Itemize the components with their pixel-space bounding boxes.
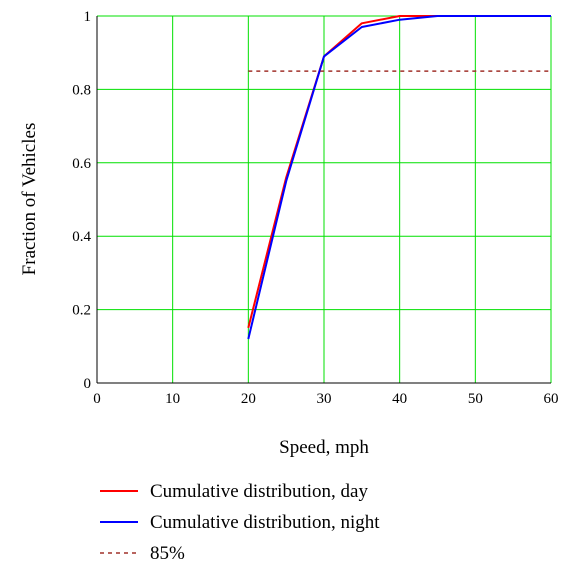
legend-label-1: Cumulative distribution, day bbox=[150, 481, 368, 502]
x-tick-label: 20 bbox=[241, 391, 256, 407]
x-axis-title: Speed, mph bbox=[279, 437, 369, 458]
y-tick-label: 1 bbox=[84, 9, 92, 25]
y-tick-label: 0.4 bbox=[72, 229, 91, 245]
legend-label-2: Cumulative distribution, night bbox=[150, 512, 380, 533]
y-axis-title: Fraction of Vehicles bbox=[19, 123, 40, 276]
legend-label-3: 85% bbox=[150, 543, 185, 564]
x-tick-label: 60 bbox=[544, 391, 559, 407]
y-tick-label: 0.8 bbox=[72, 82, 91, 98]
y-tick-label: 0 bbox=[84, 376, 92, 392]
x-tick-label: 0 bbox=[93, 391, 101, 407]
y-tick-label: 0.6 bbox=[72, 156, 91, 172]
x-tick-label: 50 bbox=[468, 391, 483, 407]
x-tick-label: 40 bbox=[392, 391, 407, 407]
x-tick-label: 30 bbox=[317, 391, 332, 407]
x-tick-label: 10 bbox=[165, 391, 180, 407]
y-tick-label: 0.2 bbox=[72, 303, 91, 319]
